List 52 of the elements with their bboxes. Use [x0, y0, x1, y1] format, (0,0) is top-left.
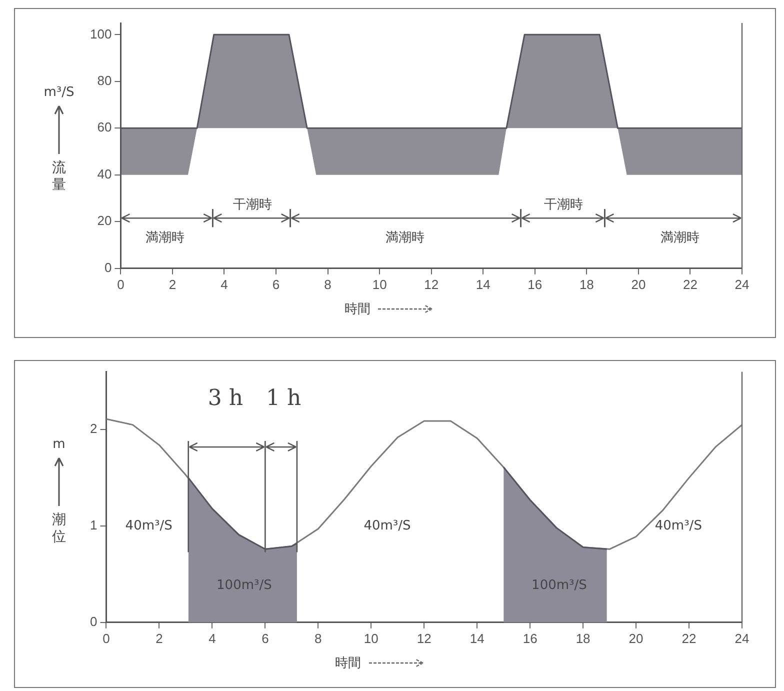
y-axis-title: 潮位: [52, 512, 66, 546]
annotation: 100m³/S: [216, 578, 272, 594]
annotation: 100m³/S: [532, 578, 587, 594]
x-tick-label: 18: [576, 630, 590, 646]
x-tick-label: 6: [272, 276, 280, 292]
x-tick-label: 18: [579, 276, 594, 292]
y-tick-label: 20: [97, 213, 112, 228]
text: m³/S: [44, 85, 74, 100]
annotation: 40m³/S: [125, 518, 172, 534]
x-tick-label: 0: [117, 276, 124, 292]
x-tick-label: 14: [470, 630, 484, 646]
y-tick-label: 1: [90, 518, 98, 533]
annotation: 40m³/S: [364, 518, 411, 534]
annotation: 干潮時: [233, 198, 272, 213]
annotation: 満潮時: [386, 230, 425, 246]
annotation: 3 h: [208, 386, 244, 412]
x-tick-label: 16: [522, 630, 538, 646]
x-tick-label: 2: [168, 276, 176, 292]
x-tick-label: 12: [424, 276, 439, 292]
annotation: 1 h: [266, 386, 302, 412]
y-tick-label: 60: [97, 120, 112, 135]
x-tick-label: 20: [628, 630, 644, 646]
x-tick-label: 16: [528, 276, 542, 292]
x-tick-label: 12: [416, 630, 432, 646]
annotation: 満潮時: [660, 230, 700, 246]
x-tick-label: 24: [734, 276, 750, 292]
annotation: 満潮時: [145, 230, 184, 246]
x-tick-label: 8: [314, 630, 322, 646]
x-tick-label: 20: [631, 276, 646, 292]
y-tick-label: 40: [97, 166, 112, 182]
x-tick-label: 22: [682, 630, 696, 646]
x-tick-label: 8: [324, 276, 332, 292]
y-tick-label: 80: [97, 73, 112, 88]
y-axis-title: 流量: [52, 160, 66, 194]
y-tick-label: 0: [104, 260, 112, 275]
x-axis-title: 時間: [344, 301, 370, 318]
x-tick-label: 2: [156, 630, 163, 646]
x-tick-label: 4: [220, 276, 228, 292]
x-tick-label: 14: [476, 276, 490, 292]
x-tick-label: 10: [372, 276, 387, 292]
x-tick-label: 10: [364, 630, 378, 646]
x-axis-title: 時間: [335, 655, 362, 672]
y-tick-label: 100: [90, 26, 112, 42]
y-tick-label: 0: [90, 614, 98, 629]
annotation: 40m³/S: [654, 518, 702, 534]
x-tick-label: 4: [208, 630, 216, 646]
x-tick-label: 24: [734, 630, 750, 646]
annotation: 干潮時: [544, 198, 583, 213]
x-tick-label: 22: [682, 276, 698, 292]
text: m: [52, 437, 66, 452]
y-tick-label: 2: [90, 421, 98, 436]
x-tick-label: 6: [262, 630, 269, 646]
